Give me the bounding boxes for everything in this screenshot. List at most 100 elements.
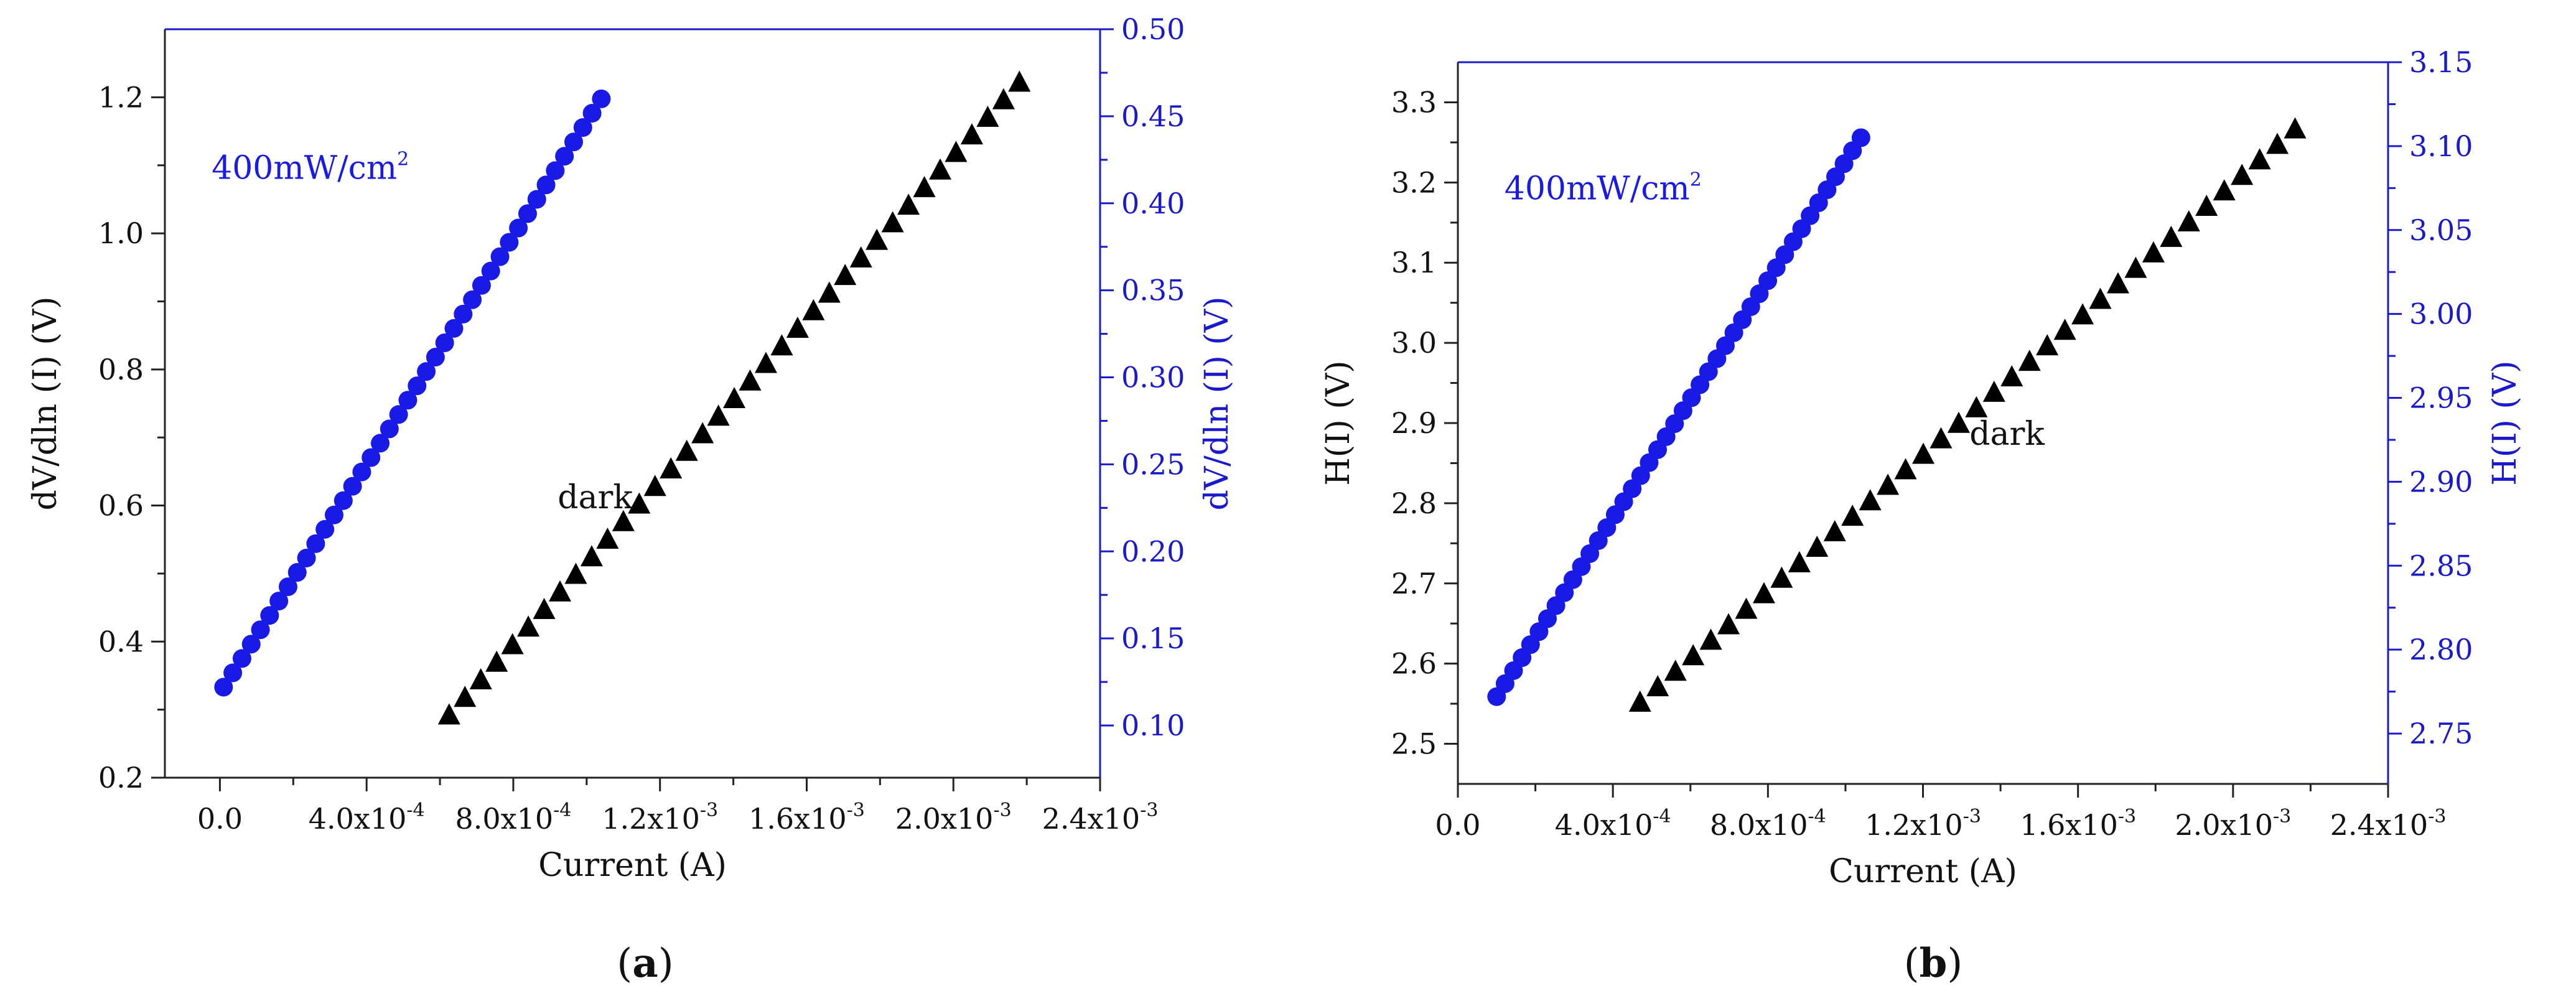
data-point-circle	[573, 118, 592, 137]
y-left-tick-label: 1.0	[98, 217, 144, 250]
x-tick-label-mantissa: 1.2x10	[1865, 808, 1963, 842]
data-point-triangle	[1717, 613, 1740, 635]
x-tick-label-exponent: -4	[1808, 806, 1826, 827]
data-point-triangle	[976, 105, 999, 127]
data-point-triangle	[533, 597, 556, 619]
x-tick-label-exponent: -3	[2118, 806, 2136, 827]
data-point-circle	[444, 319, 464, 338]
data-point-triangle	[2248, 148, 2271, 170]
data-point-triangle	[1823, 520, 1846, 542]
y-left-tick-label: 0.4	[98, 625, 144, 658]
x-tick-label-mantissa: 2.0x10	[895, 802, 994, 836]
panel-b-label-letter: b	[1920, 940, 1948, 987]
panel-a-label-open: (	[617, 941, 632, 987]
x-axis-title: Current (A)	[1829, 853, 2017, 890]
data-point-triangle	[675, 439, 698, 461]
data-point-triangle	[1699, 628, 1722, 650]
y-left-tick-label: 0.2	[98, 761, 144, 794]
x-tick-label-mantissa: 8.0x10	[455, 802, 554, 836]
y-right-tick-label: 0.20	[1121, 534, 1185, 568]
data-point-triangle	[469, 668, 492, 689]
y-left-tick-label: 0.6	[98, 489, 144, 523]
data-point-circle	[582, 103, 602, 123]
data-point-circle	[324, 505, 343, 524]
data-point-triangle	[1947, 411, 1970, 433]
x-tick-label-mantissa: 4.0x10	[1555, 808, 1653, 842]
data-point-circle	[472, 276, 491, 295]
data-point-circle	[389, 405, 408, 424]
data-point-triangle	[1752, 582, 1775, 603]
data-point-circle	[500, 233, 519, 252]
y-right-tick-label: 0.25	[1121, 447, 1185, 481]
x-tick-label-mantissa: 1.2x10	[602, 802, 700, 836]
data-point-circle	[380, 419, 399, 439]
data-point-circle	[481, 261, 500, 281]
data-point-circle	[269, 592, 289, 611]
x-tick-label: 2.0x10-3	[895, 799, 1012, 836]
data-point-circle	[417, 362, 436, 381]
data-point-triangle	[2266, 133, 2289, 154]
x-tick-label-exponent: -3	[847, 799, 865, 821]
data-point-triangle	[549, 580, 572, 602]
x-tick-label-mantissa: 0.0	[197, 802, 243, 836]
series-400mw	[214, 89, 611, 697]
data-point-triangle	[454, 686, 477, 707]
x-tick-label-exponent: -3	[993, 799, 1011, 821]
y-left-tick-label: 0.8	[98, 353, 144, 386]
data-point-triangle	[2106, 272, 2129, 294]
annotation-400mw: 400mW/cm2	[212, 149, 409, 187]
data-point-triangle	[1008, 70, 1031, 92]
data-point-circle	[426, 348, 445, 367]
annotation-dark: dark	[558, 479, 633, 516]
data-point-triangle	[2036, 334, 2059, 356]
data-point-circle	[297, 548, 316, 567]
data-point-circle	[463, 290, 482, 309]
y-right-tick-label: 3.00	[2409, 297, 2473, 331]
data-point-triangle	[1982, 380, 2005, 402]
series-400mw	[1487, 128, 1870, 706]
data-point-triangle	[723, 386, 746, 408]
y-right-tick-label: 2.80	[2409, 633, 2473, 666]
x-tick-label: 0.0	[197, 802, 243, 836]
y-right-axis-title: H(I) (V)	[2486, 360, 2524, 485]
annotation-dark: dark	[1969, 416, 2045, 453]
y-left-tick-label: 2.5	[1391, 727, 1437, 761]
data-point-circle	[509, 218, 528, 238]
y-left-tick-label: 2.8	[1391, 487, 1437, 520]
y-left-axis-title: H(I) (V)	[1320, 360, 1357, 485]
data-point-circle	[251, 620, 270, 640]
panel-a-label-close: )	[658, 941, 674, 987]
data-point-triangle	[1664, 659, 1687, 681]
data-point-triangle	[485, 650, 508, 672]
data-point-triangle	[834, 264, 857, 286]
x-tick-label: 8.0x10-4	[1710, 806, 1826, 842]
y-right-tick-label: 0.40	[1121, 187, 1185, 220]
data-point-circle	[278, 577, 297, 597]
y-right-tick-label: 2.85	[2409, 549, 2473, 582]
data-point-triangle	[1930, 427, 1953, 449]
y-right-tick-label: 0.45	[1121, 100, 1185, 133]
data-point-triangle	[739, 369, 762, 391]
y-right-tick-label: 0.35	[1121, 274, 1185, 307]
y-right-tick-label: 2.95	[2409, 381, 2473, 415]
data-point-circle	[214, 678, 233, 697]
panel-a-chart: 0.0 4.0x10-4 8.0x10-4 1.2x10-3 1.6x10-3 2.0x1…	[27, 12, 1236, 884]
y-right-tick-label: 2.75	[2409, 717, 2473, 750]
x-tick-label-exponent: -3	[2273, 806, 2291, 827]
data-point-circle	[287, 563, 307, 582]
x-tick-label: 1.2x10-3	[1865, 806, 1981, 842]
y-left-tick-label: 2.9	[1391, 406, 1437, 440]
data-point-triangle	[2213, 179, 2236, 201]
data-point-circle	[1851, 128, 1870, 147]
data-point-circle	[527, 190, 546, 209]
data-point-triangle	[580, 545, 603, 567]
data-point-triangle	[913, 175, 936, 197]
data-point-circle	[315, 519, 335, 539]
data-point-triangle	[596, 527, 619, 549]
data-point-triangle	[1965, 396, 1988, 417]
data-point-triangle	[2053, 319, 2076, 340]
data-point-triangle	[437, 703, 460, 725]
data-point-circle	[592, 89, 611, 108]
x-tick-label: 1.2x10-3	[602, 799, 718, 836]
data-point-circle	[343, 477, 362, 496]
